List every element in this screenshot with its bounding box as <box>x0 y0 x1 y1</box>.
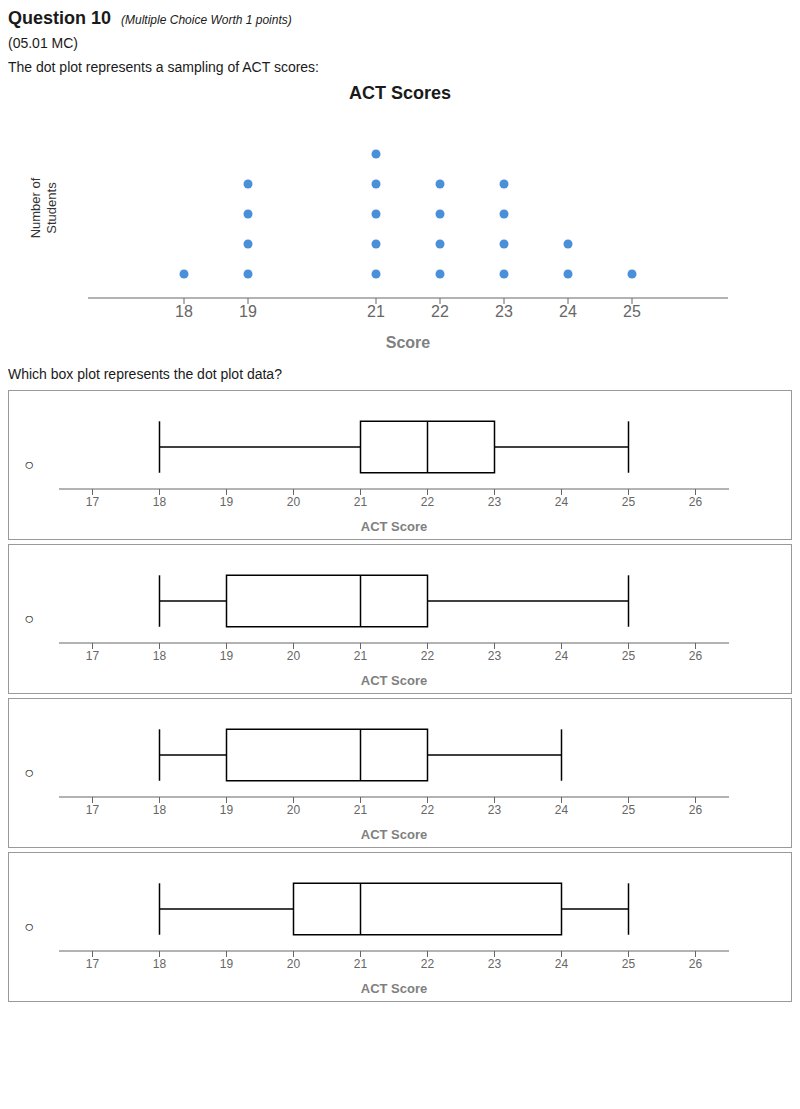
svg-text:20: 20 <box>287 649 301 663</box>
svg-text:26: 26 <box>689 649 703 663</box>
svg-text:25: 25 <box>622 495 636 509</box>
html-text:Which box plot represents the: Which box plot represents the dot plot d… <box>8 366 282 382</box>
svg-text:20: 20 <box>287 957 301 971</box>
svg-text:18: 18 <box>153 957 167 971</box>
svg-text:ACT Score: ACT Score <box>361 519 427 534</box>
svg-text:25: 25 <box>622 957 636 971</box>
svg-text:25: 25 <box>622 649 636 663</box>
svg-text:26: 26 <box>689 495 703 509</box>
svg-text:21: 21 <box>354 957 368 971</box>
svg-text:19: 19 <box>239 303 257 320</box>
svg-text:26: 26 <box>689 957 703 971</box>
svg-text:23: 23 <box>488 649 502 663</box>
svg-text:20: 20 <box>287 803 301 817</box>
svg-text:22: 22 <box>421 803 435 817</box>
svg-text:22: 22 <box>421 649 435 663</box>
svg-text:18: 18 <box>153 803 167 817</box>
svg-text:21: 21 <box>354 649 368 663</box>
svg-text:26: 26 <box>689 803 703 817</box>
svg-text:19: 19 <box>220 495 234 509</box>
html-text:The dot plot represents a samp: The dot plot represents a sampling of AC… <box>8 59 319 75</box>
html-text:(Multiple Choice Worth 1 point: (Multiple Choice Worth 1 points) <box>121 13 292 27</box>
svg-text:21: 21 <box>367 303 385 320</box>
svg-text:21: 21 <box>354 803 368 817</box>
svg-text:18: 18 <box>175 303 193 320</box>
svg-text:17: 17 <box>86 649 100 663</box>
svg-text:25: 25 <box>622 803 636 817</box>
svg-text:ACT Score: ACT Score <box>361 827 427 842</box>
svg-text:19: 19 <box>220 803 234 817</box>
svg-text:Number ofStudents: Number ofStudents <box>28 177 59 238</box>
svg-text:17: 17 <box>86 957 100 971</box>
svg-text:23: 23 <box>488 957 502 971</box>
svg-text:17: 17 <box>86 495 100 509</box>
svg-text:23: 23 <box>495 303 513 320</box>
svg-text:22: 22 <box>421 495 435 509</box>
svg-text:Score: Score <box>386 334 431 351</box>
html-text:ACT Scores: ACT Scores <box>349 83 451 103</box>
html-text:Question 10: Question 10 <box>8 8 111 28</box>
svg-text:ACT Score: ACT Score <box>361 673 427 688</box>
svg-text:20: 20 <box>287 495 301 509</box>
svg-text:19: 19 <box>220 649 234 663</box>
svg-text:24: 24 <box>555 649 569 663</box>
svg-text:19: 19 <box>220 957 234 971</box>
svg-text:24: 24 <box>555 803 569 817</box>
svg-text:ACT Score: ACT Score <box>361 981 427 996</box>
svg-text:23: 23 <box>488 803 502 817</box>
svg-text:24: 24 <box>555 495 569 509</box>
svg-text:21: 21 <box>354 495 368 509</box>
svg-text:18: 18 <box>153 495 167 509</box>
svg-text:24: 24 <box>559 303 577 320</box>
svg-text:18: 18 <box>153 649 167 663</box>
svg-text:17: 17 <box>86 803 100 817</box>
svg-text:24: 24 <box>555 957 569 971</box>
svg-text:22: 22 <box>431 303 449 320</box>
svg-text:23: 23 <box>488 495 502 509</box>
html-text:(05.01 MC): (05.01 MC) <box>8 35 78 51</box>
svg-text:25: 25 <box>623 303 641 320</box>
svg-text:22: 22 <box>421 957 435 971</box>
